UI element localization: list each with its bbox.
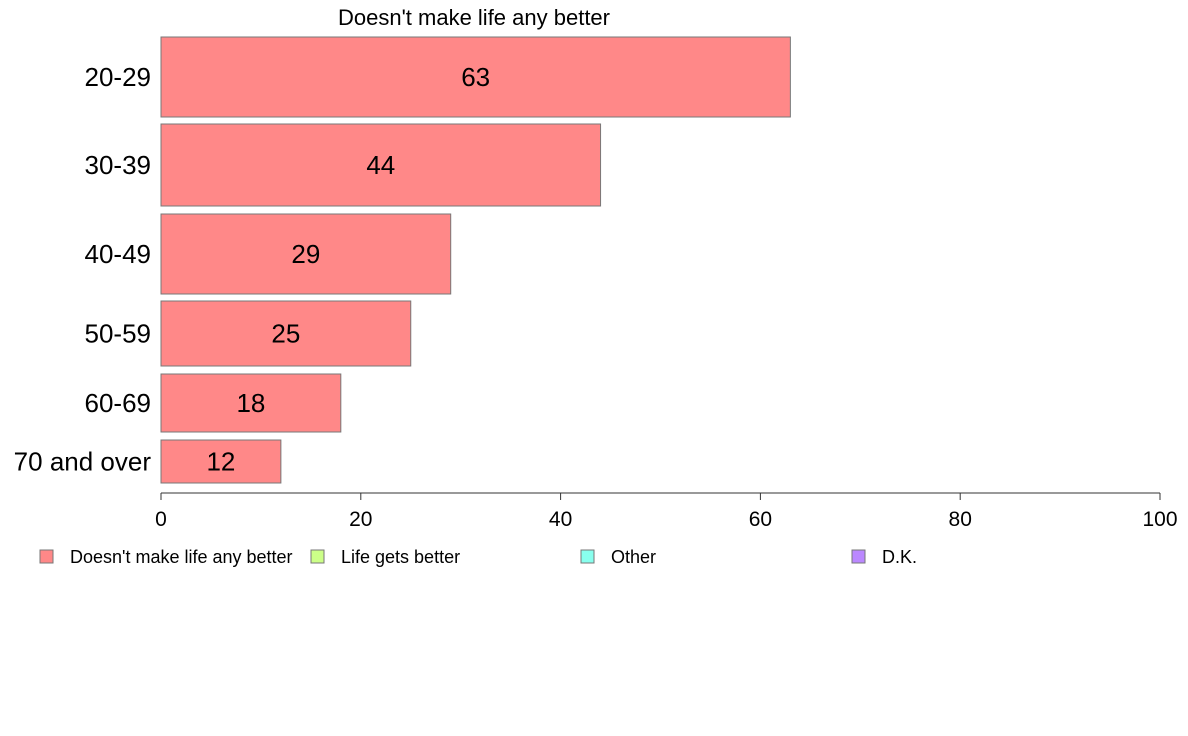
bar-30-39 [160, 123, 602, 207]
category-label: 20-29 [85, 62, 152, 92]
bar-70-and-over [160, 439, 282, 484]
bar-value-label: 12 [206, 447, 235, 477]
category-label: 40-49 [85, 239, 152, 269]
chart-title: Doesn't make life any better [338, 5, 610, 30]
legend-label: Other [611, 547, 656, 567]
category-label: 50-59 [85, 319, 152, 349]
category-label: 60-69 [85, 388, 152, 418]
legend-label: Life gets better [341, 547, 460, 567]
bar-40-49 [160, 213, 452, 295]
bar-value-label: 29 [291, 239, 320, 269]
legend-swatch [851, 549, 866, 564]
legend: Doesn't make life any better Life gets be… [39, 547, 917, 567]
bar-50-59 [160, 300, 412, 367]
legend-swatch [39, 549, 54, 564]
bar-value-label: 18 [236, 388, 265, 418]
x-tick-label: 80 [949, 508, 972, 531]
x-tick-label: 40 [549, 508, 572, 531]
bar-value-label: 44 [366, 150, 395, 180]
x-tick-label: 100 [1142, 508, 1177, 531]
bar-value-label: 25 [271, 319, 300, 349]
x-axis: 0 20 40 60 80 100 [155, 492, 1178, 531]
bar-value-label: 63 [461, 62, 490, 92]
bar-60-69 [160, 373, 342, 433]
bar-20-29 [160, 36, 791, 118]
category-label: 30-39 [85, 150, 152, 180]
bars: 63 20-29 44 30-39 29 40-49 25 50-59 18 60-69 12 70 … [14, 36, 791, 484]
legend-label: D.K. [882, 547, 917, 567]
category-label: 70 and over [14, 447, 152, 477]
legend-swatch [310, 549, 325, 564]
legend-label: Doesn't make life any better [70, 547, 293, 567]
legend-swatch [580, 549, 595, 564]
x-tick-label: 0 [155, 508, 167, 531]
x-tick-label: 20 [349, 508, 372, 531]
x-tick-label: 60 [749, 508, 772, 531]
